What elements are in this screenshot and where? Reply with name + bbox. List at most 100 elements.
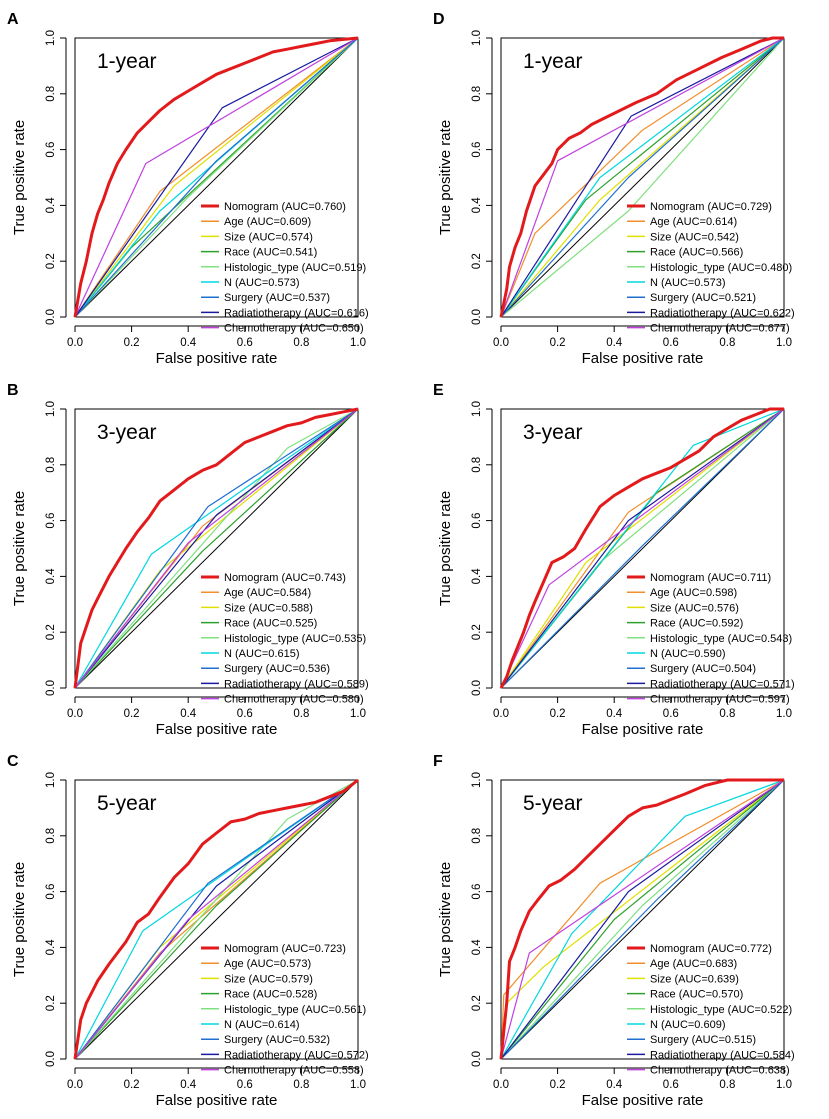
x-tick-label: 0.6 [237,1079,253,1091]
y-tick-label: 0.6 [45,513,57,529]
legend-label: Radiatiotherapy (AUC=0.572) [224,1049,369,1061]
legend-label: Age (AUC=0.614) [650,216,737,228]
y-tick-label: 0.8 [45,828,57,844]
roc-line-race [500,779,785,1060]
legend-label: Histologic_type (AUC=0.480) [650,262,792,274]
y-tick-label: 0.4 [471,197,483,214]
legend-label: Age (AUC=0.598) [650,587,737,599]
roc-line-radiatiotherapy [74,37,359,318]
chance-diagonal [74,779,359,1060]
roc-panel-a: A 0.0 0.2 0.4 0.6 0.8 1.0 0.0 0.2 0.4 0.6 0.8 1.0 Fal… [7,11,369,367]
roc-line-histologic-type [500,37,785,318]
y-axis-title: True positive rate [437,862,454,977]
x-axis-title: False positive rate [156,721,278,738]
y-tick-label: 0.8 [45,86,57,102]
panel-letter: B [7,382,19,399]
roc-line-size [74,37,359,318]
horizon-label: 1-year [523,50,583,73]
roc-panel-c: C 0.0 0.2 0.4 0.6 0.8 1.0 0.0 0.2 0.4 0.6 0.8 1.0 Fal… [7,753,369,1109]
y-tick-label: 0.8 [45,457,57,473]
legend-label: Nomogram (AUC=0.711) [650,572,771,584]
legend-label: Race (AUC=0.592) [650,618,743,630]
x-tick-label: 0.2 [124,337,140,349]
legend-label: Surgery (AUC=0.521) [650,292,756,304]
roc-line-size [500,408,785,689]
x-axis-title: False positive rate [582,350,704,367]
legend-label: N (AUC=0.609) [650,1019,726,1031]
legend-label: Radiatiotherapy (AUC=0.589) [224,678,369,690]
roc-line-chemotherapy [74,779,359,1060]
legend-label: Race (AUC=0.525) [224,618,317,630]
legend-label: Radiatiotherapy (AUC=0.584) [650,1049,795,1061]
x-axis-title: False positive rate [156,350,278,367]
legend-label: Size (AUC=0.542) [650,231,739,243]
x-tick-label: 0.4 [606,1079,623,1091]
x-tick-label: 0.4 [180,337,197,349]
roc-line-nomogram [499,407,784,689]
roc-line-nomogram [499,36,784,318]
roc-line-nomogram [499,778,784,1060]
roc-line-chemotherapy [74,37,359,318]
legend-label: N (AUC=0.615) [224,648,300,660]
y-tick-label: 0.8 [471,828,483,844]
x-tick-label: 0.2 [124,708,140,720]
legend-label: Race (AUC=0.541) [224,247,317,259]
legend-label: Race (AUC=0.528) [224,989,317,1001]
legend-label: Radiatiotherapy (AUC=0.622) [650,307,795,319]
y-tick-label: 0.2 [471,995,483,1011]
legend-label: Chemotherapy (AUC=0.597) [650,694,790,706]
legend-label: Race (AUC=0.570) [650,989,743,1001]
y-tick-label: 1.0 [45,30,57,46]
roc-line-surgery [500,37,785,318]
x-tick-label: 0.8 [293,1079,309,1091]
roc-panel-e: E 0.0 0.2 0.4 0.6 0.8 1.0 0.0 0.2 0.4 0.6 0.8 1.0 Fal… [433,382,795,738]
legend-label: N (AUC=0.590) [650,648,726,660]
roc-line-age [74,37,359,318]
roc-line-histologic-type [74,408,359,689]
y-axis-title: True positive rate [11,120,28,235]
legend-label: Histologic_type (AUC=0.535) [224,633,366,645]
x-tick-label: 0.0 [493,337,509,349]
y-tick-label: 0.4 [45,197,57,214]
x-tick-label: 0.0 [67,337,83,349]
roc-line-chemotherapy [500,37,785,318]
y-tick-label: 0.6 [471,884,483,900]
roc-line-chemotherapy [500,779,785,1060]
legend: Nomogram (AUC=0.760) Age (AUC=0.609) Size … [201,201,369,335]
legend-label: Nomogram (AUC=0.772) [650,943,772,955]
plot-frame [74,408,359,689]
roc-line-n [74,408,359,689]
roc-line-n [74,779,359,1060]
roc-line-radiatiotherapy [74,408,359,689]
x-tick-label: 0.8 [719,337,735,349]
roc-line-surgery [74,779,359,1060]
x-axis-title: False positive rate [156,1092,278,1109]
x-tick-label: 0.6 [237,708,253,720]
legend: Nomogram (AUC=0.711) Age (AUC=0.598) Size … [627,572,795,706]
roc-line-nomogram [73,778,359,1060]
legend-label: Chemotherapy (AUC=0.677) [650,323,790,335]
legend-label: Histologic_type (AUC=0.543) [650,633,792,645]
chance-diagonal [500,37,785,318]
y-tick-label: 1.0 [45,401,57,417]
roc-line-chemotherapy [74,408,359,689]
x-tick-label: 1.0 [350,337,366,349]
roc-line-radiatiotherapy [500,37,785,318]
horizon-label: 5-year [97,792,157,815]
legend-label: Histologic_type (AUC=0.561) [224,1004,366,1016]
roc-panel-f: F 0.0 0.2 0.4 0.6 0.8 1.0 0.0 0.2 0.4 0.6 0.8 1.0 Fal… [433,753,795,1109]
roc-line-histologic-type [74,37,359,318]
x-tick-label: 0.6 [663,1079,679,1091]
y-tick-label: 0.6 [45,884,57,900]
roc-line-race [74,779,359,1060]
horizon-label: 3-year [97,421,157,444]
legend-label: Size (AUC=0.639) [650,973,739,985]
legend-label: Size (AUC=0.576) [650,602,739,614]
roc-line-radiatiotherapy [500,779,785,1060]
y-tick-label: 0.0 [45,680,57,696]
x-tick-label: 1.0 [776,1079,792,1091]
x-tick-label: 1.0 [350,1079,366,1091]
horizon-label: 1-year [97,50,157,73]
plot-frame [500,37,785,318]
